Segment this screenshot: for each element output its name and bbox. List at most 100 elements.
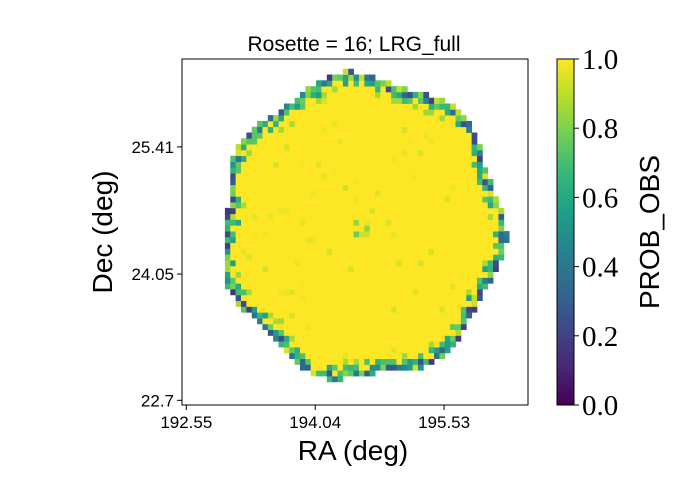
heat-cell <box>305 138 312 145</box>
heat-cell <box>417 364 424 371</box>
heat-cell <box>326 370 333 377</box>
heat-cell <box>310 318 317 325</box>
heat-cell <box>348 167 355 174</box>
heat-cell <box>460 248 467 255</box>
heat-cell <box>358 120 365 128</box>
heat-cell <box>326 283 333 290</box>
heat-cell <box>412 236 419 244</box>
heat-cell <box>380 115 387 122</box>
heat-cell <box>369 97 376 104</box>
heat-cell <box>401 347 408 354</box>
heat-cell <box>305 364 312 371</box>
heat-cell <box>417 120 424 128</box>
heat-cell <box>305 213 312 220</box>
heat-cell <box>450 306 456 313</box>
heat-cell <box>267 329 274 336</box>
heat-cell <box>289 283 296 290</box>
heat-cell <box>273 161 279 168</box>
heat-cell <box>305 306 312 313</box>
heat-cell <box>375 347 381 354</box>
heat-cell <box>305 167 312 174</box>
heat-cell <box>407 318 414 325</box>
heat-cell <box>257 138 263 145</box>
heat-cell <box>423 167 430 174</box>
heat-cell <box>316 318 322 325</box>
heat-cell <box>401 364 408 371</box>
heat-cell <box>375 341 381 348</box>
heat-cell <box>460 318 467 325</box>
heat-cell <box>289 155 296 162</box>
heat-cell <box>423 312 430 319</box>
heat-cell <box>305 347 312 354</box>
heat-cell <box>396 271 403 278</box>
heat-cell <box>466 306 472 313</box>
heat-cell <box>396 323 403 331</box>
heat-cell <box>369 115 376 122</box>
heat-cell <box>401 283 408 290</box>
heat-cell <box>450 318 456 325</box>
heat-cell <box>417 236 424 244</box>
heat-cell <box>348 352 355 360</box>
heat-cell <box>321 352 328 360</box>
heat-cell <box>321 178 328 186</box>
heat-cell <box>251 184 258 191</box>
heat-cell <box>289 144 296 151</box>
heat-cell <box>423 207 430 215</box>
heat-cell <box>455 260 462 267</box>
heat-cell <box>450 219 456 226</box>
heat-cell <box>321 306 328 313</box>
heat-cell <box>342 103 349 110</box>
heat-cell <box>369 155 376 162</box>
heat-cell <box>257 213 263 220</box>
heat-cell <box>321 341 328 348</box>
heat-cell <box>321 132 328 139</box>
heat-cell <box>316 300 322 307</box>
heat-cell <box>369 248 376 255</box>
heat-cell <box>385 265 392 273</box>
heat-cell <box>385 260 392 267</box>
heat-cell <box>369 202 376 209</box>
heat-cell <box>444 103 451 110</box>
heat-cell <box>444 335 451 342</box>
heat-cell <box>305 97 312 104</box>
heat-cell <box>396 91 403 99</box>
heat-cell <box>364 80 371 87</box>
heat-cell <box>364 347 371 354</box>
heat-cell <box>235 294 242 302</box>
heat-cell <box>471 178 478 186</box>
heat-cell <box>444 167 451 174</box>
heat-cell <box>262 242 269 249</box>
heat-cell <box>326 231 333 238</box>
heat-cell <box>353 219 360 226</box>
heat-cell <box>348 196 355 203</box>
heat-cell <box>353 352 360 360</box>
heat-cell <box>412 225 419 232</box>
heat-cell <box>342 161 349 168</box>
heat-cell <box>316 120 322 128</box>
heat-cell <box>476 196 483 203</box>
heat-cell <box>407 132 414 139</box>
heat-cell <box>337 173 344 180</box>
heat-cell <box>417 149 424 157</box>
heat-cell <box>326 115 333 122</box>
heat-cell <box>353 225 360 232</box>
heat-cell <box>251 213 258 220</box>
heat-cell <box>401 265 408 273</box>
heat-cell <box>240 190 247 197</box>
heat-cell <box>294 196 301 203</box>
heat-cell <box>316 323 322 331</box>
heat-cell <box>342 277 349 284</box>
heat-cell <box>230 231 237 238</box>
heat-cell <box>417 289 424 296</box>
heat-cell <box>380 155 387 162</box>
heat-cell <box>289 109 296 116</box>
heat-cell <box>342 115 349 122</box>
heat-cell <box>337 74 344 81</box>
heat-cell <box>401 155 408 162</box>
heat-cell <box>278 219 285 226</box>
heat-cell <box>444 132 451 139</box>
heat-cell <box>240 236 247 244</box>
heat-cell <box>332 254 338 261</box>
heat-cell <box>353 260 360 267</box>
heat-cell <box>482 248 489 255</box>
